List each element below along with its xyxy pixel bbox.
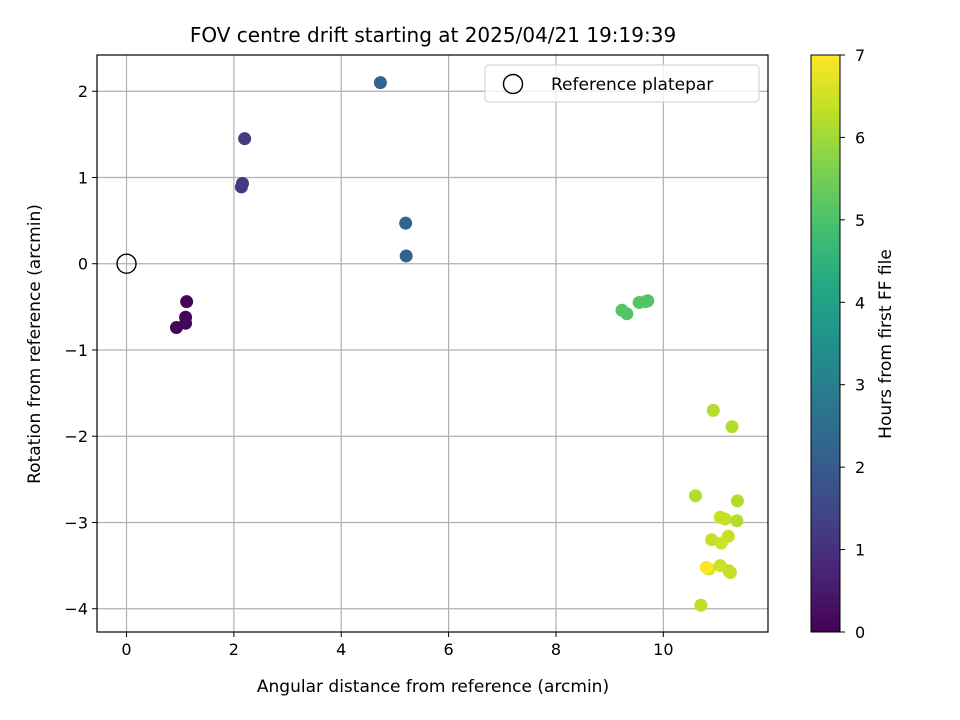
data-point [234,180,248,194]
colorbar-tick-label: 4 [855,293,865,312]
x-tick-label: 2 [229,640,239,659]
legend-reference-marker [502,73,524,95]
x-axis-label: Angular distance from reference (arcmin) [257,677,609,697]
x-tick-label: 6 [444,640,454,659]
colorbar-tick-label: 5 [855,211,865,230]
colorbar-tick-label: 3 [855,376,865,395]
data-point [399,216,413,230]
reference-marker-group [116,253,137,274]
data-point [620,307,634,321]
data-point [718,512,732,526]
data-point [714,536,728,550]
y-tick-label: 2 [78,82,88,101]
x-tick-label: 4 [336,640,346,659]
data-point [730,514,744,528]
x-tick-label: 8 [551,640,561,659]
reference-marker [116,253,137,274]
y-tick-label: 0 [78,255,88,274]
grid-lines [97,55,768,632]
data-points [169,76,744,612]
colorbar-label: Hours from first FF file [876,249,896,439]
y-tick-label: −1 [64,341,88,360]
data-point [169,321,183,335]
data-point [730,494,744,508]
data-point [725,420,739,434]
data-point [373,76,387,90]
y-tick-label: −3 [64,513,88,532]
y-axis-ticks: −4 −3 −2 −1 0 1 2 [64,82,97,619]
data-point [689,489,703,503]
colorbar-tick-label: 2 [855,458,865,477]
legend: Reference platepar [484,64,760,103]
colorbar-tick-label: 1 [855,541,865,560]
colorbar-tick-label: 7 [855,46,865,65]
colorbar [811,55,840,632]
data-point [641,294,655,308]
data-point [723,565,737,579]
colorbar-tick-label: 0 [855,623,865,642]
legend-box [484,64,760,103]
data-point [399,249,413,263]
colorbar-tick-label: 6 [855,128,865,147]
y-axis-label: Rotation from reference (arcmin) [25,204,45,484]
data-point [706,403,720,417]
data-point [694,598,708,612]
colorbar-frame [810,54,841,633]
data-point [699,560,713,574]
x-axis-ticks: 0 2 4 6 8 10 [121,632,674,659]
data-point [238,132,252,146]
legend-label: Reference platepar [551,75,713,95]
y-tick-label: 1 [78,168,88,187]
data-point [180,295,194,309]
y-tick-label: −2 [64,427,88,446]
colorbar-ticks: 0 1 2 3 4 5 6 7 [840,46,865,642]
chart-title: FOV centre drift starting at 2025/04/21 … [190,23,676,47]
x-tick-label: 10 [653,640,673,659]
x-tick-label: 0 [121,640,131,659]
y-tick-label: −4 [64,600,88,619]
plot-frame [96,54,769,633]
